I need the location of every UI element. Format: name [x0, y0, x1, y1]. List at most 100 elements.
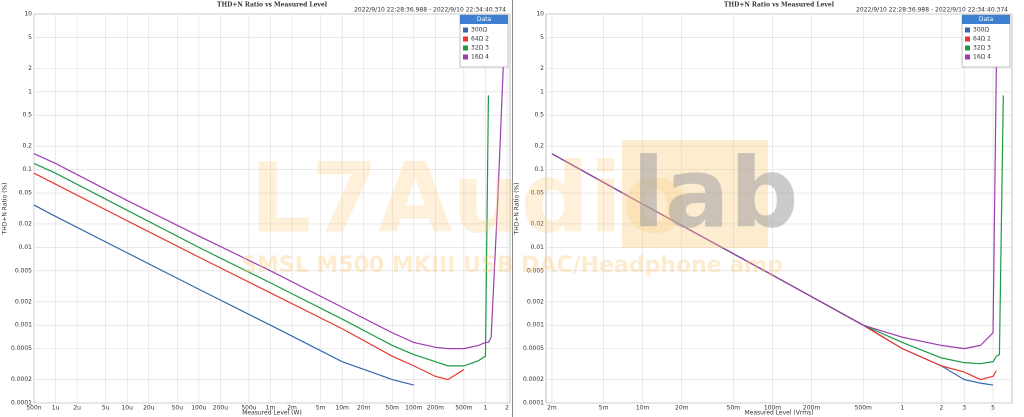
chart-title: THD+N Ratio vs Measured Level: [724, 2, 835, 9]
x-tick-label: 100u: [191, 405, 206, 412]
x-tick-label: 100m: [405, 405, 422, 412]
legend-swatch: [965, 54, 970, 60]
x-tick-label: 10u: [121, 405, 133, 412]
legend-label: 64Ω 2: [471, 36, 489, 43]
chart-title: THD+N Ratio vs Measured Level: [217, 2, 328, 9]
y-tick-label: 2: [540, 65, 544, 72]
x-tick-label: 20m: [675, 405, 689, 412]
series-line: [33, 21, 508, 350]
chart-panel: THD+N Ratio vs Measured Level 2022/9/10 2…: [2, 2, 511, 417]
x-tick-label: 2: [505, 405, 509, 412]
x-tick-label: 2: [939, 405, 943, 412]
legend-label: 32Ω 3: [471, 45, 489, 52]
y-axis-label: THD+N Ratio (%): [2, 183, 9, 236]
x-tick-label: 50m: [386, 405, 400, 412]
x-tick-label: 500u: [241, 405, 256, 412]
legend-label: 300Ω: [973, 27, 989, 34]
x-tick-label: 1u: [52, 405, 60, 412]
legend-label: 16Ω 4: [973, 54, 991, 61]
y-tick-label: 5: [540, 34, 544, 41]
x-tick-label: 5m: [316, 405, 326, 412]
y-tick-label: 0.0002: [523, 376, 544, 383]
y-tick-label: 0.05: [531, 190, 545, 197]
x-tick-label: 5: [991, 405, 995, 412]
x-tick-label: 200m: [803, 405, 820, 412]
y-tick-label: 0.1: [534, 166, 544, 173]
legend-swatch: [965, 45, 970, 51]
y-tick-label: 0.1: [22, 166, 32, 173]
y-tick-label: 0.005: [527, 267, 544, 274]
legend-label: 64Ω 2: [973, 36, 991, 43]
x-tick-label: 2m: [287, 405, 297, 412]
watermark-brand: L7Audio: [250, 142, 688, 254]
x-tick-label: 50u: [172, 405, 184, 412]
y-tick-label: 0.05: [19, 190, 33, 197]
y-tick-label: 2: [28, 65, 32, 72]
y-tick-label: 0.0005: [11, 345, 32, 352]
x-axis-label: Measured Level (Vrms): [744, 410, 813, 417]
y-tick-label: 0.01: [531, 244, 545, 251]
series-line: [33, 204, 414, 386]
legend-label: 300Ω: [471, 27, 487, 34]
x-tick-label: 50m: [727, 405, 741, 412]
x-tick-label: 2u: [73, 405, 81, 412]
y-tick-label: 1: [540, 88, 544, 95]
series-line: [33, 95, 490, 367]
y-tick-label: 10: [536, 11, 544, 18]
x-tick-label: 1: [484, 405, 488, 412]
legend-swatch: [463, 45, 468, 51]
y-tick-label: 0.002: [527, 298, 544, 305]
chart-panel: THD+N Ratio vs Measured Level 2022/9/10 2…: [514, 2, 1013, 417]
series-line: [551, 21, 1001, 350]
y-tick-label: 0.005: [15, 267, 32, 274]
y-tick-label: 0.001: [527, 322, 544, 329]
x-tick-label: 3: [962, 405, 966, 412]
x-tick-label: 500m: [855, 405, 872, 412]
chart-subtitle: 2022/9/10 22:28:36.988 - 2022/9/10 22:34…: [354, 7, 506, 14]
x-tick-label: 1: [900, 405, 904, 412]
legend-swatch: [965, 27, 970, 33]
plot-area: [33, 13, 511, 404]
y-tick-label: 10: [24, 11, 32, 18]
x-tick-label: 100m: [764, 405, 781, 412]
y-tick-label: 5: [28, 34, 32, 41]
legend-swatch: [463, 27, 468, 33]
y-tick-label: 0.01: [19, 244, 33, 251]
x-tick-label: 10m: [335, 405, 349, 412]
x-tick-label: 2m: [547, 405, 557, 412]
legend-swatch: [463, 36, 468, 42]
y-tick-label: 0.5: [22, 112, 32, 119]
y-tick-label: 1: [28, 88, 32, 95]
x-tick-label: 1m: [266, 405, 276, 412]
y-tick-label: 0.002: [15, 298, 32, 305]
y-tick-label: 0.02: [19, 220, 33, 227]
y-tick-label: 0.5: [534, 112, 544, 119]
x-tick-label: 200u: [213, 405, 228, 412]
x-tick-label: 20m: [357, 405, 371, 412]
legend-swatch: [965, 36, 970, 42]
x-axis-label: Measured Level (W): [242, 410, 302, 417]
y-tick-label: 0.02: [531, 220, 545, 227]
x-tick-label: 200m: [427, 405, 444, 412]
y-tick-label: 0.0002: [11, 376, 32, 383]
watermark-brand-suffix: lab: [632, 137, 798, 249]
legend-header: [962, 15, 1010, 24]
x-tick-label: 500n: [26, 405, 41, 412]
x-tick-label: 20u: [143, 405, 155, 412]
legend-swatch: [463, 54, 468, 60]
watermark-subtitle: SMSL M500 MKIII USB DAC/Headphone amp: [241, 253, 783, 278]
chart-subtitle: 2022/9/10 22:28:36.988 - 2022/9/10 22:34…: [856, 7, 1008, 14]
y-tick-label: 0.0001: [11, 400, 32, 407]
watermark: L7Audio lab SMSL M500 MKIII USB DAC/Head…: [241, 137, 798, 278]
legend-label: 16Ω 4: [471, 54, 489, 61]
y-tick-label: 0.0001: [523, 400, 544, 407]
series-line: [33, 172, 465, 381]
x-tick-label: 5u: [102, 405, 110, 412]
x-tick-label: 500m: [455, 405, 472, 412]
x-tick-label: 5m: [599, 405, 609, 412]
y-axis-label: THD+N Ratio (%): [514, 183, 521, 236]
watermark-box: [622, 140, 768, 248]
y-tick-label: 0.0005: [523, 345, 544, 352]
